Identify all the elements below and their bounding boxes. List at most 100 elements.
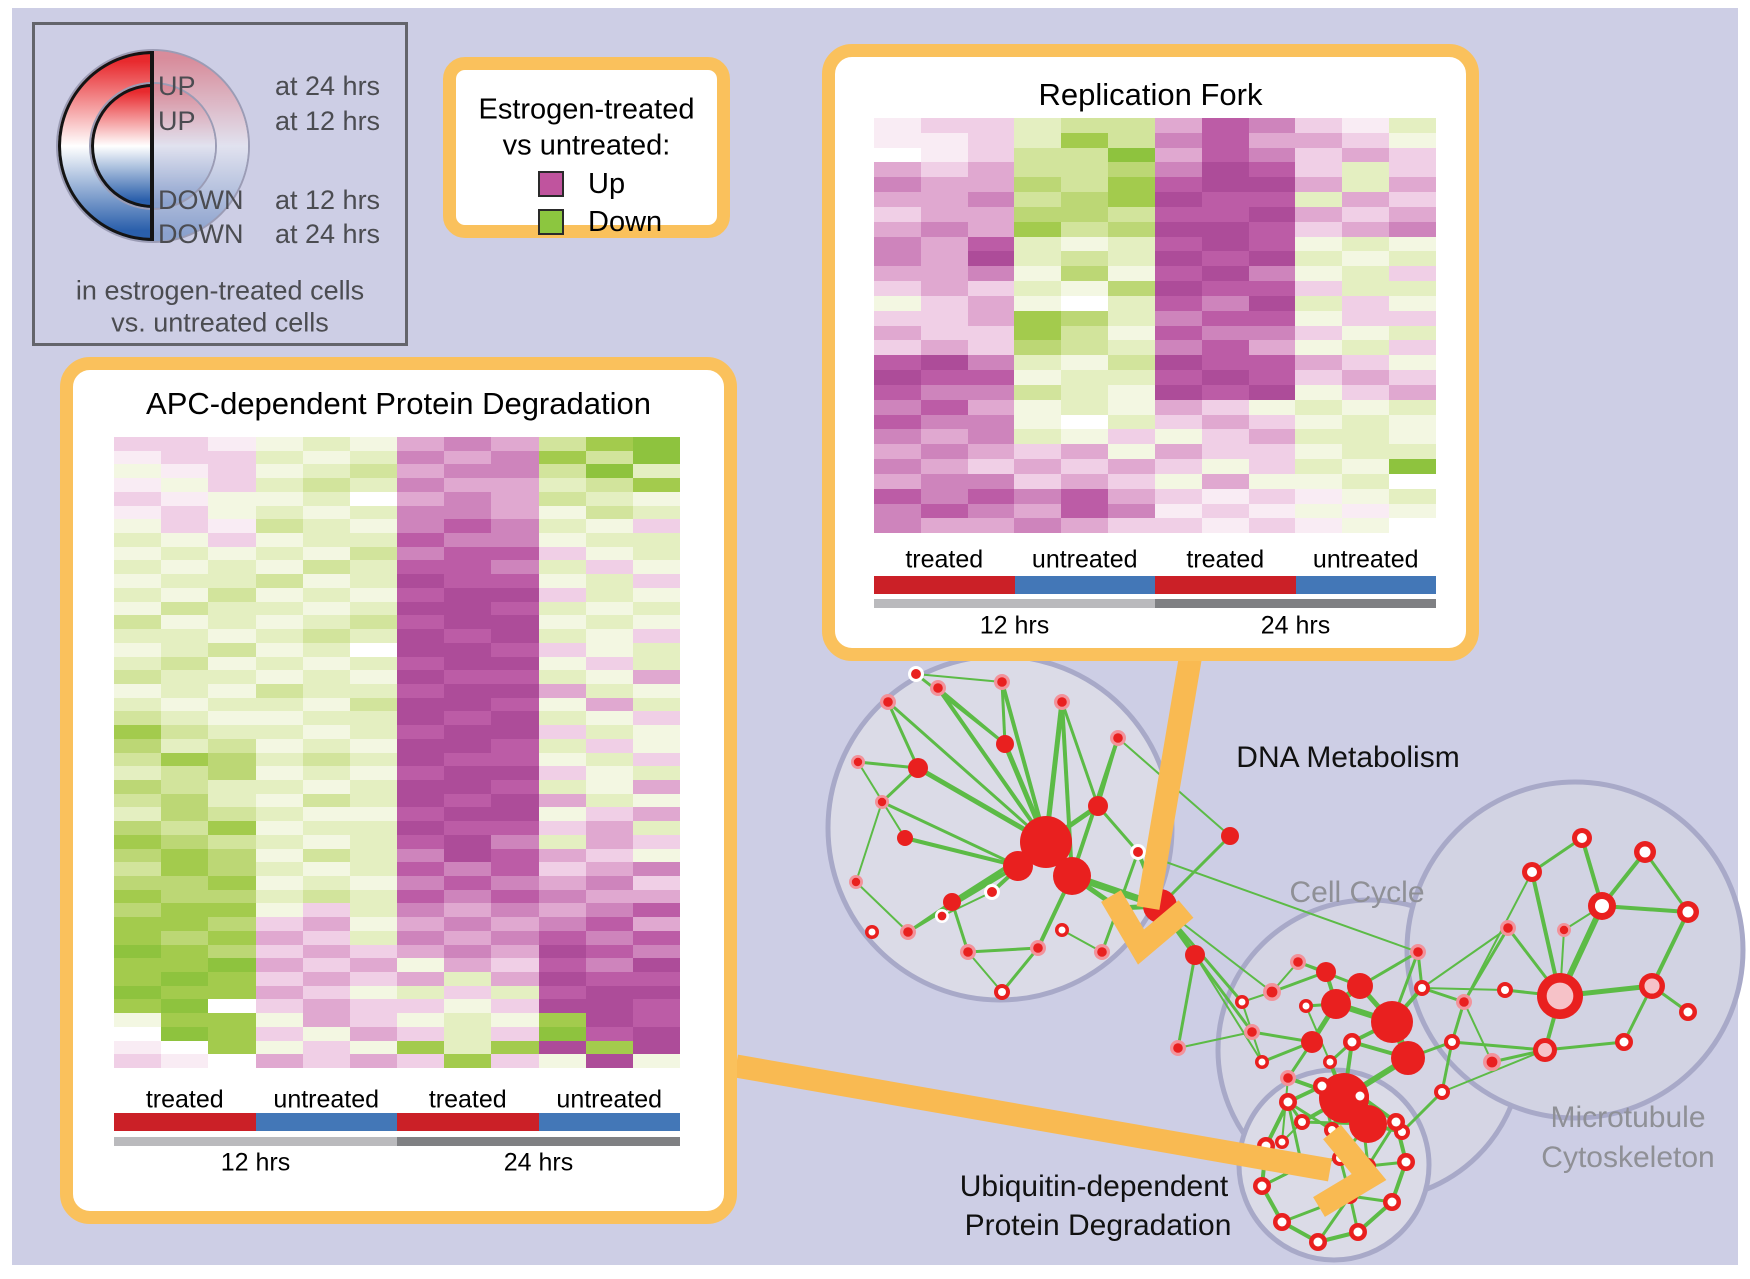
heatmap-cell	[302, 587, 350, 602]
heatmap-cell	[874, 444, 921, 460]
heatmap-cell	[1061, 147, 1109, 163]
heatmap-cell	[632, 574, 681, 588]
heatmap-cell	[397, 533, 445, 547]
heatmap-cell	[302, 834, 350, 849]
gene-node-donut-center	[1418, 984, 1426, 992]
heatmap-cell	[114, 587, 162, 602]
heatmap-cell	[920, 281, 968, 296]
heatmap-cell	[161, 889, 209, 904]
heatmap-cell	[538, 697, 586, 712]
heatmap-cell	[444, 725, 492, 739]
heatmap-cell	[161, 862, 209, 876]
heatmap-cell	[1389, 325, 1436, 341]
microtubule-label-line1: Microtubule	[1550, 1101, 1706, 1134]
heatmap-cell	[444, 807, 492, 822]
gene-node-donut-center	[1527, 867, 1537, 877]
heatmap-cell	[1061, 473, 1109, 489]
heatmap-cell	[444, 876, 492, 890]
heatmap-cell	[538, 629, 586, 643]
gene-node-solid	[1391, 1041, 1425, 1075]
heatmap-cell	[161, 999, 209, 1014]
heatmap-cell	[1108, 518, 1155, 534]
network-edge	[881, 800, 1019, 868]
network-edge	[941, 891, 993, 917]
heatmap-cell	[1389, 206, 1436, 222]
heatmap-cell	[491, 491, 539, 506]
heatmap-cell	[491, 1054, 539, 1069]
heatmap-cell	[1295, 147, 1343, 163]
heatmap-cell	[920, 295, 968, 311]
heatmap-cell	[349, 917, 398, 931]
heatmap-cell	[1201, 399, 1249, 415]
gene-node-pink-ring-core	[853, 757, 863, 767]
sample-bar-segment	[255, 1113, 397, 1131]
heatmap-cell	[302, 574, 350, 588]
heatmap-cell	[397, 464, 445, 479]
heatmap-cell	[585, 738, 633, 753]
heatmap-cell	[208, 972, 256, 986]
heatmap-cell	[1014, 206, 1062, 222]
heatmap-cell	[632, 464, 681, 479]
heatmap-cell	[1295, 459, 1343, 474]
heatmap-row	[114, 505, 681, 520]
network-edge	[1531, 836, 1583, 874]
heatmap-cell	[208, 519, 256, 534]
heatmap-cell	[874, 236, 921, 252]
heatmap-cell	[1248, 236, 1296, 252]
heatmap-cell	[538, 437, 586, 451]
heatmap-cell	[161, 958, 209, 973]
heatmap-cell	[1061, 206, 1109, 222]
cell-cycle-label: Cell Cycle	[1289, 876, 1425, 909]
heatmap-cell	[538, 779, 586, 794]
heatmap-cell	[1389, 399, 1436, 415]
heatmap-cell	[444, 779, 492, 794]
network-edge	[855, 881, 909, 933]
heatmap-row	[874, 162, 1436, 178]
heatmap-cell	[538, 917, 586, 931]
heatmap-cell	[302, 478, 350, 492]
heatmap-cell	[585, 779, 633, 794]
heatmap-cell	[1342, 192, 1390, 207]
heatmap-cell	[349, 683, 398, 698]
heatmap-cell	[114, 807, 162, 822]
network-edge	[1096, 737, 1120, 807]
heatmap-cell	[1201, 429, 1249, 445]
heatmap-cell	[585, 834, 633, 849]
gene-node-pink-ring-core	[1293, 957, 1303, 967]
heatmap-cell	[1108, 177, 1155, 193]
heatmap-row	[114, 670, 681, 684]
heatmap-cell	[114, 876, 162, 890]
heatmap-cell	[1201, 310, 1249, 326]
ubiquitin-label-line1: Ubiquitin-dependent	[959, 1170, 1229, 1203]
heatmap-cell	[874, 251, 921, 267]
heatmap-cell	[585, 752, 633, 767]
heatmap-cell	[1248, 177, 1296, 193]
heatmap-cell	[632, 766, 681, 780]
legend-time-label: at 24 hrs	[275, 71, 381, 101]
heatmap-cell	[397, 766, 445, 780]
heatmap-cell	[208, 793, 256, 808]
heatmap-cell	[255, 766, 303, 780]
heatmap-cell	[632, 862, 681, 876]
heatmap-cell	[1108, 251, 1155, 267]
heatmap-cell	[1061, 444, 1109, 460]
network-edge	[1000, 681, 1007, 745]
heatmap-cell	[255, 615, 303, 630]
heatmap-cell	[349, 779, 398, 794]
heatmap-cell	[161, 601, 209, 616]
gene-node-solid	[1301, 1031, 1323, 1053]
heatmap-cell	[1248, 221, 1296, 237]
heatmap-cell	[1154, 355, 1202, 371]
heatmap-cell	[349, 711, 398, 726]
heatmap-row	[114, 876, 681, 890]
heatmap-cell	[632, 821, 681, 835]
heatmap-cell	[302, 930, 350, 945]
heatmap-cell	[1108, 370, 1155, 385]
network-edge	[855, 801, 883, 883]
heatmap-cell	[1389, 518, 1436, 534]
gene-node-donut-center	[1501, 986, 1509, 994]
heatmap-cell	[585, 917, 633, 931]
heatmap-row	[114, 491, 681, 506]
heatmap-cell	[349, 972, 398, 986]
heatmap-cell	[161, 491, 209, 506]
